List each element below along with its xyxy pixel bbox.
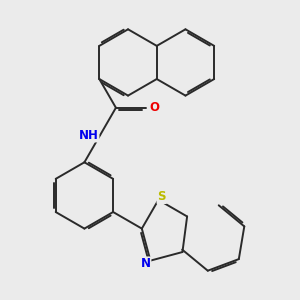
Text: NH: NH [79, 128, 98, 142]
Text: O: O [149, 101, 159, 114]
Text: N: N [140, 257, 150, 270]
Text: S: S [158, 190, 166, 203]
